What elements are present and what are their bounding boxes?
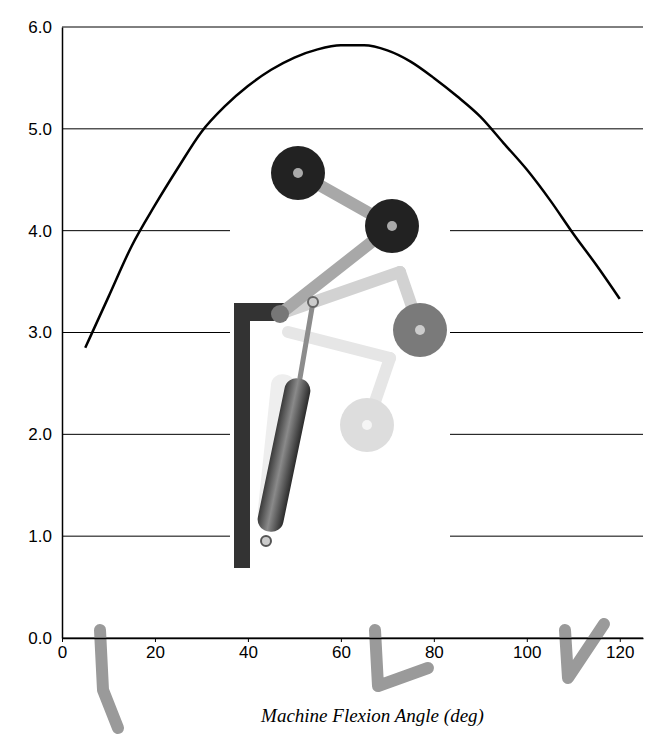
bracket [234,303,250,568]
y-tick-label: 3.0 [28,323,52,342]
pivot [308,297,318,307]
x-tick-label: 100 [513,643,541,662]
x-tick: 120 [606,638,634,662]
x-tick-label: 120 [606,643,634,662]
wheel-hub [362,420,372,430]
x-tick: 80 [425,638,444,662]
plot-area [85,45,620,347]
wheel [340,398,394,452]
x-tick-mark [527,638,528,642]
grid-line [62,638,643,639]
y-tick: 2.0 [28,425,62,444]
wheel-hub [293,168,303,178]
x-tick-label: 80 [425,643,444,662]
data-line [85,45,620,347]
x-tick: 20 [146,638,165,662]
grid [62,27,643,638]
y-tick-label: 6.0 [28,18,52,37]
x-tick-mark [620,638,621,642]
wheel-hub [415,325,425,335]
x-tick-mark [434,638,435,642]
wheel [393,303,447,357]
y-tick: 3.0 [28,323,62,342]
arm-icons [100,624,604,728]
y-tick: 1.0 [28,527,62,546]
x-tick-mark [155,638,156,642]
x-tick-label: 20 [146,643,165,662]
y-tick-label: 1.0 [28,527,52,546]
x-tick-mark [248,638,249,642]
y-axis: 0.0 1.0 2.0 3.0 4.0 5.0 6.0 [28,18,62,648]
grid-line [62,27,643,28]
y-tick: 0.0 [28,629,62,648]
x-tick-label: 40 [239,643,258,662]
x-tick-label: 60 [332,643,351,662]
x-tick-mark [62,638,63,642]
y-axis-line [62,28,64,639]
x-tick: 0 [58,638,67,662]
chart: 0 20 40 60 80 100 120 0.0 1.0 2.0 3.0 4.0 5.0 6.0 Mach… [0,0,654,736]
y-tick-label: 5.0 [28,120,52,139]
y-tick: 4.0 [28,222,62,241]
grid-line [62,128,643,129]
y-tick-label: 2.0 [28,425,52,444]
wheel-hub [387,221,397,231]
x-axis-title: Machine Flexion Angle (deg) [260,705,484,727]
illustration [230,146,450,568]
arm-icon [565,624,604,678]
y-tick-label: 4.0 [28,222,52,241]
wheel [365,199,419,253]
pivot [271,305,289,323]
x-tick: 60 [332,638,351,662]
shock-cylinder [255,376,312,534]
x-tick: 100 [513,638,541,662]
y-tick-label: 0.0 [28,629,52,648]
linkage-bar [300,302,313,378]
x-tick-mark [341,638,342,642]
illustration-backdrop [230,215,450,555]
arm-icon [100,630,118,728]
x-tick: 40 [239,638,258,662]
wheel [271,146,325,200]
pivot [261,536,271,546]
x-tick-label: 0 [58,643,67,662]
x-axis: 0 20 40 60 80 100 120 [58,638,644,662]
y-tick: 5.0 [28,120,62,139]
y-tick: 6.0 [28,18,62,37]
x-axis-line [63,638,644,640]
